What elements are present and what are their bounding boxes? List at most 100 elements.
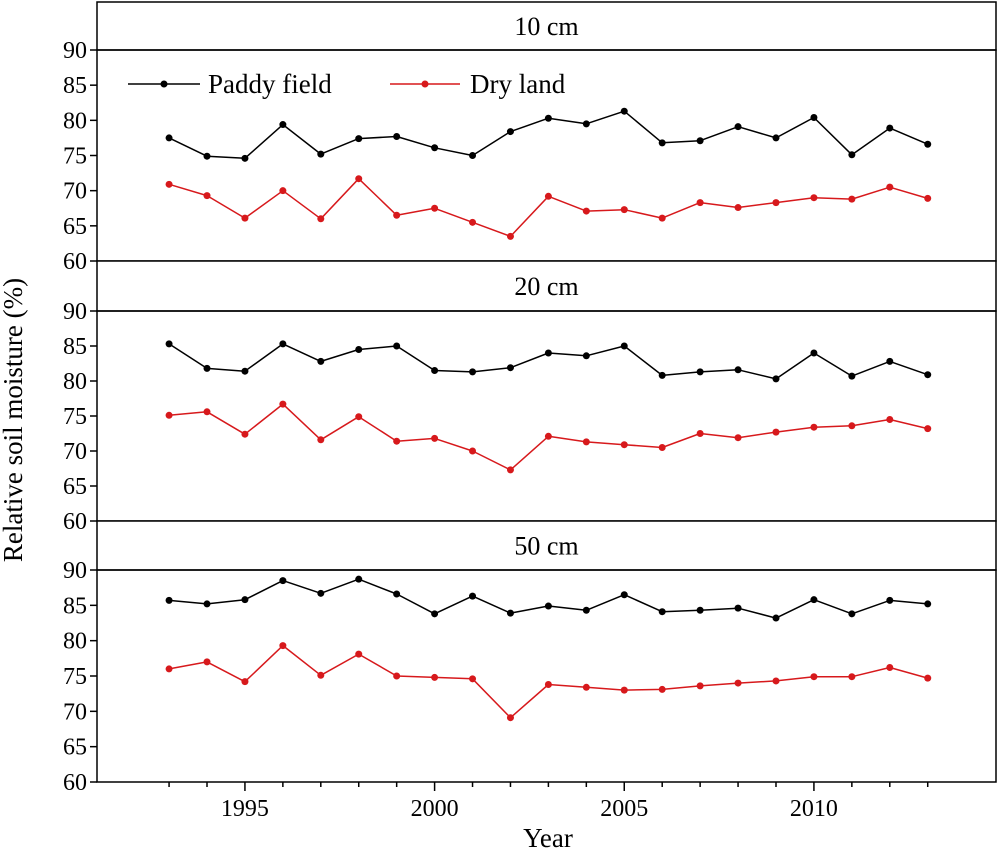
paddy-field-point — [506, 364, 514, 372]
dry-land-point — [924, 674, 932, 682]
dry-land-point — [620, 206, 628, 214]
paddy-field-point — [696, 137, 704, 145]
paddy-field-point — [165, 596, 173, 604]
dry-land-point — [279, 187, 287, 195]
dry-land-point — [810, 194, 818, 202]
y-tick-label: 60 — [63, 770, 87, 796]
y-tick-label: 75 — [63, 144, 87, 170]
paddy-field-point — [886, 357, 894, 365]
paddy-field-point — [848, 151, 856, 159]
dry-land-point — [431, 673, 439, 681]
dry-land-point — [393, 437, 401, 445]
paddy-field-point — [431, 610, 439, 618]
legend-label: Paddy field — [208, 69, 332, 99]
paddy-field-point — [544, 349, 552, 357]
dry-land-point — [506, 232, 514, 240]
paddy-field-point — [241, 367, 249, 375]
y-tick-label: 65 — [63, 474, 87, 500]
paddy-field-point — [544, 602, 552, 610]
paddy-field-point — [203, 152, 211, 160]
dry-land-point — [582, 438, 590, 446]
paddy-field-point — [734, 123, 742, 131]
dry-land-point — [203, 192, 211, 200]
paddy-field-point — [924, 600, 932, 608]
dry-land-point — [165, 180, 173, 188]
y-tick-label: 90 — [63, 558, 87, 584]
dry-land-point — [810, 673, 818, 681]
dry-land-point — [279, 642, 287, 650]
dry-land-point — [658, 685, 666, 693]
paddy-field-point — [355, 135, 363, 143]
paddy-field-point — [734, 604, 742, 612]
dry-land-point — [544, 432, 552, 440]
dry-land-point — [241, 214, 249, 222]
dry-land-point — [506, 714, 514, 722]
dry-land-point — [658, 214, 666, 222]
paddy-field-point — [279, 340, 287, 348]
dry-land-point — [355, 413, 363, 421]
paddy-field-point — [393, 342, 401, 350]
paddy-field-point — [696, 368, 704, 376]
dry-land-point — [582, 207, 590, 215]
dry-land-point — [317, 215, 325, 223]
panel-strip — [96, 260, 997, 312]
paddy-field-point — [469, 368, 477, 376]
paddy-field-point — [393, 590, 401, 598]
dry-land-point — [696, 682, 704, 690]
paddy-field-point — [241, 596, 249, 604]
y-tick-label: 85 — [63, 593, 87, 619]
paddy-field-point — [848, 610, 856, 618]
paddy-field-point — [658, 371, 666, 379]
paddy-field-point — [469, 152, 477, 159]
paddy-field-point — [772, 375, 780, 383]
dry-land-point — [355, 650, 363, 658]
y-tick-label: 85 — [63, 73, 87, 99]
y-tick-label: 60 — [63, 509, 87, 535]
paddy-field-point — [772, 134, 780, 142]
paddy-field-point — [355, 575, 363, 583]
dry-land-point — [393, 211, 401, 219]
paddy-field-point — [734, 366, 742, 374]
dry-land-point — [772, 199, 780, 207]
paddy-field-point — [658, 608, 666, 616]
panel-frames: 10 cm 20 cm 50 cm — [96, 1, 997, 783]
panel-strip — [96, 1, 997, 51]
dry-land-point — [203, 658, 211, 666]
dry-land-point — [734, 679, 742, 687]
dry-land-point — [544, 680, 552, 688]
paddy-field-point — [924, 140, 932, 148]
paddy-field-point — [431, 367, 439, 374]
paddy-field-line — [168, 343, 928, 380]
dry-land-point — [886, 664, 894, 672]
dry-land-point — [620, 441, 628, 449]
dry-land-point — [355, 175, 363, 183]
y-tick-label: 90 — [63, 299, 87, 325]
paddy-field-point — [620, 591, 628, 599]
paddy-field-point — [620, 107, 628, 115]
dry-land-point — [734, 434, 742, 442]
y-tick-label: 80 — [63, 369, 87, 395]
dry-land-point — [431, 434, 439, 442]
paddy-field-point — [393, 133, 401, 141]
dry-land-point — [279, 400, 287, 408]
dry-land-point — [848, 422, 856, 430]
dry-land-point — [469, 218, 477, 226]
dry-land-point — [469, 447, 477, 455]
y-tick-label: 75 — [63, 404, 87, 430]
dry-land-point — [772, 428, 780, 436]
dry-land-point — [658, 444, 666, 451]
y-tick-label: 85 — [63, 334, 87, 360]
dry-land-point — [696, 199, 704, 207]
dry-land-point — [848, 195, 856, 203]
dry-land-point — [241, 678, 249, 686]
dry-land-point — [165, 665, 173, 673]
paddy-field-point — [165, 340, 173, 348]
dry-land-point — [317, 436, 325, 444]
dry-land-point — [241, 430, 249, 438]
dry-land-point — [886, 183, 894, 191]
y-tick-label: 70 — [63, 179, 87, 205]
paddy-field-point — [203, 600, 211, 608]
paddy-field-point — [544, 114, 552, 122]
paddy-field-point — [469, 592, 477, 600]
panel-title: 50 cm — [514, 532, 578, 561]
